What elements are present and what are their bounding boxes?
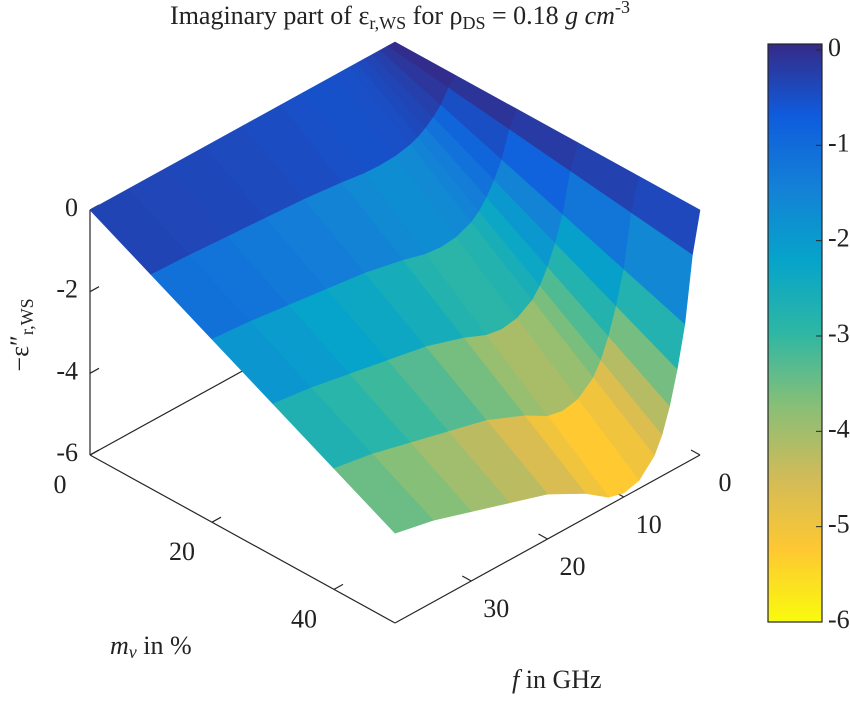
colorbar-tick-label: -3 xyxy=(828,319,850,348)
colorbar-tick-label: 0 xyxy=(828,33,841,62)
colorbar-fill xyxy=(767,43,823,623)
x-tick xyxy=(211,516,222,523)
z-tick-label: -4 xyxy=(56,356,78,385)
label-part: r,WS xyxy=(17,298,37,335)
title-part: -3 xyxy=(615,0,630,17)
y-tick-label: 30 xyxy=(483,594,509,623)
y-tick xyxy=(690,449,701,456)
label-part: m xyxy=(110,631,129,660)
z-tick xyxy=(89,449,100,456)
colorbar-tick-label: -6 xyxy=(828,605,850,634)
label-part: in GHz xyxy=(519,665,601,694)
z-tick xyxy=(89,286,100,293)
x-tick-label: 40 xyxy=(291,604,317,633)
x-tick xyxy=(333,583,344,590)
z-tick xyxy=(89,367,100,374)
y-tick-label: 10 xyxy=(636,510,662,539)
y-tick xyxy=(461,575,472,582)
title-part: = 0.18 xyxy=(485,1,565,30)
label-part: in % xyxy=(137,631,192,660)
axes: 0 20 40 0 10 20 30 0 -2 -4 -6 xyxy=(54,193,732,633)
colorbar: 0 -1 -2 -3 -4 -5 -6 xyxy=(767,33,850,634)
z-axis-label: −ε″r,WS xyxy=(5,298,37,371)
title-part: g cm xyxy=(565,1,615,30)
colorbar-tick-label: -2 xyxy=(828,224,850,253)
y-tick xyxy=(538,533,548,540)
colorbar-tick-label: -4 xyxy=(828,414,850,443)
label-part: f xyxy=(512,665,523,694)
surface-patch xyxy=(333,453,434,534)
z-tick-label: 0 xyxy=(65,193,78,222)
x-axis-label: mv in % xyxy=(110,631,192,662)
z-tick-label: -6 xyxy=(56,438,78,467)
colorbar-tick-label: -1 xyxy=(828,128,850,157)
y-axis-label: f in GHz xyxy=(512,665,602,694)
surface xyxy=(89,41,701,534)
title-part: DS xyxy=(462,13,485,33)
y-tick-label: 0 xyxy=(719,468,732,497)
x-tick-label: 20 xyxy=(169,537,195,566)
title-part: Imaginary part of ε xyxy=(170,1,369,30)
z-tick-label: -2 xyxy=(56,275,78,304)
label-part: −ε″ xyxy=(5,335,34,371)
chart-title: Imaginary part of εr,WS for ρDS = 0.18 g… xyxy=(170,0,630,33)
x-tick-label: 0 xyxy=(54,470,67,499)
title-part: for ρ xyxy=(406,1,462,30)
title-part: r,WS xyxy=(369,13,406,33)
x-axis-line xyxy=(89,454,396,624)
y-tick-label: 20 xyxy=(560,552,586,581)
colorbar-tick-label: -5 xyxy=(828,510,850,539)
label-part: v xyxy=(129,642,137,662)
